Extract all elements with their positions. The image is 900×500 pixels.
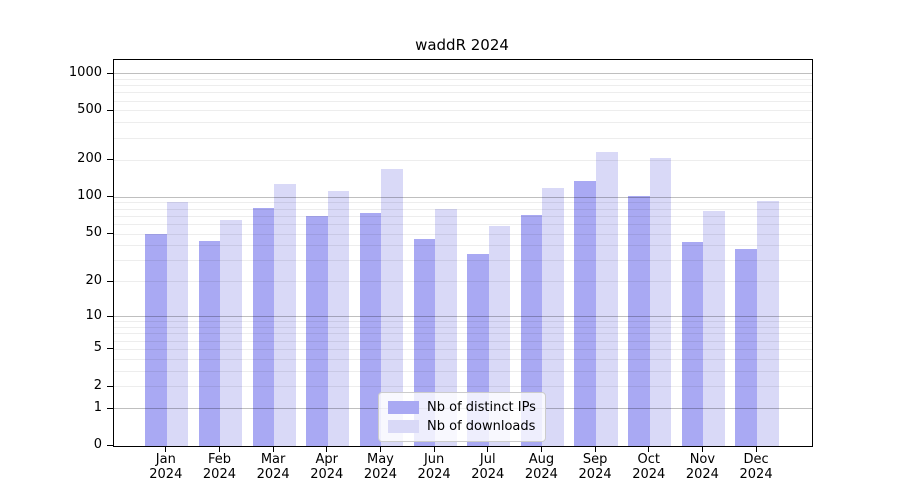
y-axis-tick [107, 159, 113, 161]
x-tick-label: Feb 2024 [202, 452, 236, 482]
gridline [114, 137, 812, 139]
gridline [114, 78, 812, 80]
y-tick-label: 10 [85, 307, 102, 323]
x-tick-label: Oct 2024 [632, 452, 666, 482]
bar-aug-distinct-ips [520, 214, 543, 446]
x-axis-tick [326, 446, 328, 452]
bar-oct-downloads [649, 158, 672, 446]
gridline [114, 202, 812, 204]
gridline [114, 196, 812, 198]
gridline [114, 73, 812, 75]
gridline [114, 110, 812, 112]
legend-swatch-downloads-icon [388, 420, 419, 433]
bar-nov-downloads [703, 211, 725, 446]
bar-apr-downloads [327, 190, 350, 446]
legend: Nb of distinct IPs Nb of downloads [378, 392, 546, 442]
bar-dec-distinct-ips [735, 248, 758, 446]
x-axis-tick [648, 446, 650, 452]
x-axis-tick [433, 446, 435, 452]
bar-feb-downloads [220, 220, 243, 446]
legend-swatch-distinct-ips-icon [388, 401, 419, 414]
y-tick-label: 0 [93, 437, 102, 452]
y-tick-label: 2 [93, 377, 102, 393]
y-tick-label: 100 [77, 188, 102, 204]
y-axis-tick [107, 72, 113, 74]
x-axis-tick [755, 446, 757, 452]
x-axis-tick [272, 446, 274, 452]
x-axis-tick [487, 446, 489, 452]
y-tick-label: 500 [77, 101, 102, 117]
y-tick-label: 1000 [68, 64, 102, 80]
x-tick-label: Jan 2024 [149, 452, 183, 482]
bar-jan-downloads [166, 201, 189, 446]
x-axis-tick [379, 446, 381, 452]
gridline [114, 159, 812, 161]
y-tick-label: 5 [93, 340, 102, 356]
x-tick-label: Mar 2024 [256, 452, 290, 482]
y-axis-tick [107, 385, 113, 387]
bar-jul-downloads [488, 226, 511, 446]
y-axis-tick [107, 109, 113, 111]
x-tick-label: Sep 2024 [578, 452, 612, 482]
y-tick-label: 200 [77, 151, 102, 167]
x-tick-label: May 2024 [363, 452, 397, 482]
y-axis-tick [107, 348, 113, 350]
x-axis-tick [594, 446, 596, 452]
bar-apr-distinct-ips [306, 216, 328, 446]
y-tick-label: 1 [93, 399, 102, 415]
x-axis-tick [165, 446, 167, 452]
gridline [114, 208, 812, 210]
x-tick-label: Jul 2024 [471, 452, 505, 482]
x-axis-tick [218, 446, 220, 452]
y-tick-label: 50 [85, 225, 102, 241]
x-tick-label: Dec 2024 [739, 452, 773, 482]
bar-feb-distinct-ips [198, 240, 221, 446]
bar-nov-distinct-ips [681, 242, 704, 446]
bar-mar-downloads [274, 184, 296, 446]
bar-oct-distinct-ips [628, 195, 650, 446]
bar-aug-downloads [542, 187, 564, 446]
x-tick-label: Nov 2024 [685, 452, 719, 482]
bar-jun-downloads [435, 208, 457, 446]
x-axis-tick [701, 446, 703, 452]
bar-sep-downloads [596, 151, 618, 446]
chart-title: waddR 2024 [415, 36, 509, 54]
legend-label-distinct-ips: Nb of distinct IPs [427, 400, 536, 415]
x-tick-label: Jun 2024 [417, 452, 451, 482]
gridline [114, 100, 812, 102]
y-axis-tick [107, 196, 113, 198]
y-axis-tick [107, 280, 113, 282]
x-tick-label: Apr 2024 [310, 452, 344, 482]
gridline [114, 122, 812, 124]
y-axis-tick [107, 233, 113, 235]
bar-dec-downloads [757, 200, 779, 446]
plot-area [113, 59, 813, 447]
x-axis-tick [540, 446, 542, 452]
bar-jan-distinct-ips [145, 234, 167, 446]
legend-item-downloads: Nb of downloads [388, 417, 536, 436]
bar-sep-distinct-ips [574, 181, 597, 446]
bar-may-distinct-ips [359, 212, 382, 446]
x-tick-label: Aug 2024 [524, 452, 558, 482]
y-tick-label: 20 [85, 272, 102, 288]
bar-mar-distinct-ips [252, 207, 275, 446]
gridline [114, 85, 812, 87]
legend-item-distinct-ips: Nb of distinct IPs [388, 398, 536, 417]
y-axis-tick [107, 315, 113, 317]
y-axis-tick [107, 445, 113, 446]
gridline [114, 92, 812, 94]
y-axis-tick [107, 407, 113, 409]
legend-label-downloads: Nb of downloads [427, 419, 536, 434]
bar-may-downloads [381, 168, 404, 446]
